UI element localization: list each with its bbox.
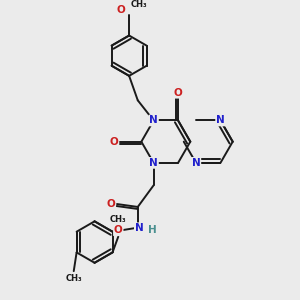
Text: O: O: [106, 199, 115, 209]
Text: CH₃: CH₃: [65, 274, 82, 283]
Text: CH₃: CH₃: [131, 0, 148, 9]
Text: N: N: [192, 158, 200, 168]
Text: O: O: [117, 4, 125, 15]
Text: CH₃: CH₃: [110, 215, 127, 224]
Text: O: O: [109, 137, 118, 147]
Text: H: H: [148, 225, 157, 235]
Text: N: N: [149, 158, 158, 168]
Text: O: O: [174, 88, 182, 98]
Text: N: N: [216, 116, 225, 125]
Text: O: O: [114, 225, 123, 235]
Text: N: N: [149, 116, 158, 125]
Text: N: N: [135, 223, 144, 233]
